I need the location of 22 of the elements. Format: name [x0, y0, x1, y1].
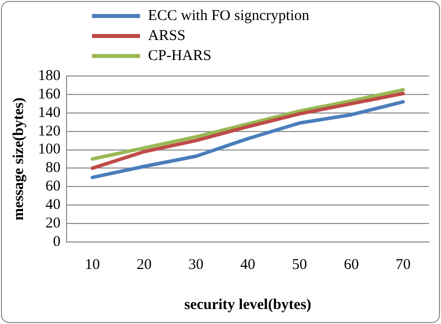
y-axis-title: message size(bytes) — [10, 98, 27, 220]
y-tick-label: 0 — [53, 234, 60, 250]
x-tick-label: 30 — [188, 256, 204, 273]
y-tick-label: 140 — [38, 104, 60, 121]
x-axis-title: security level(bytes) — [184, 296, 312, 313]
y-tick-label: 60 — [46, 178, 60, 195]
y-tick-label: 20 — [46, 215, 60, 232]
y-tick-label: 100 — [38, 142, 60, 158]
legend-label: ARSS — [148, 27, 186, 46]
x-tick-label: 20 — [136, 256, 152, 273]
legend-label: CP-HARS — [148, 47, 212, 66]
x-tick-label: 60 — [344, 256, 359, 273]
y-tick-label: 80 — [46, 160, 60, 176]
y-tick-label: 120 — [38, 123, 60, 140]
x-tick-label: 10 — [84, 256, 100, 273]
y-tick-label: 40 — [46, 197, 60, 214]
y-tick-label: 160 — [38, 86, 60, 102]
legend-label: ECC with FO signcryption — [148, 7, 310, 26]
x-tick-label: 50 — [292, 256, 308, 273]
x-tick-label: 40 — [240, 256, 256, 273]
x-tick-label: 70 — [396, 256, 411, 273]
y-tick-label: 180 — [38, 68, 60, 84]
